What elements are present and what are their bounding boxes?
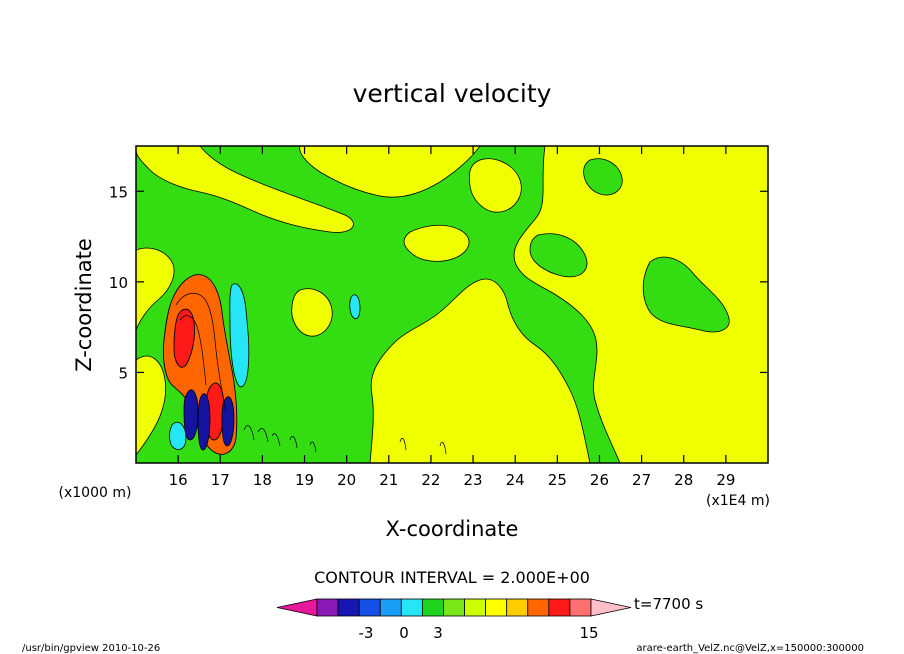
negative-core-1 xyxy=(183,389,199,441)
x-tick-label: 21 xyxy=(379,471,398,489)
time-label: t=7700 s xyxy=(634,595,703,613)
x-tick-label: 29 xyxy=(716,471,735,489)
contour-4 xyxy=(289,436,447,455)
green-holes xyxy=(529,158,730,333)
colorbar-swatch xyxy=(379,598,402,617)
x-axis: 16 17 18 19 20 21 22 23 24 25 26 27 28 29 xyxy=(169,146,735,489)
region-left-low xyxy=(136,355,167,456)
strong-updraft-core xyxy=(162,274,238,455)
weak-updraft-regions xyxy=(136,146,768,463)
colorbar-min-triangle xyxy=(276,598,318,617)
hole-right-top xyxy=(583,158,623,196)
colorbar-swatch xyxy=(485,598,508,617)
x-tick-label: 17 xyxy=(211,471,230,489)
colorbar-label: -3 xyxy=(359,624,374,642)
plot-area xyxy=(136,146,768,463)
colorbar-label: 3 xyxy=(433,624,443,642)
negative-core-2 xyxy=(197,393,211,451)
x-axis-label: X-coordinate xyxy=(386,517,519,541)
contour-3 xyxy=(243,425,281,447)
x-tick-label: 22 xyxy=(421,471,440,489)
colorbar-swatch xyxy=(569,598,592,617)
x-tick-label: 18 xyxy=(253,471,272,489)
colorbar-swatch xyxy=(548,598,571,617)
y-unit-note: (x1000 m) xyxy=(59,485,132,501)
y-axis-label: Z-coordinate xyxy=(72,238,96,372)
x-tick-label: 23 xyxy=(464,471,483,489)
colorbar-swatch xyxy=(527,598,550,617)
footer-right: arare-earth_VelZ.nc@VelZ,x=150000:300000 xyxy=(636,643,864,654)
chart-title: vertical velocity xyxy=(353,79,552,108)
x-tick-label: 26 xyxy=(590,471,609,489)
colorbar-swatch xyxy=(464,598,487,617)
x-unit-note: (x1E4 m) xyxy=(706,493,770,509)
core-inner-left xyxy=(173,308,195,368)
hole-right-upper xyxy=(642,256,730,333)
x-tick-label: 25 xyxy=(548,471,567,489)
x-tick-label: 27 xyxy=(632,471,651,489)
region-right-large xyxy=(513,146,768,463)
colorbar-swatch xyxy=(400,598,423,617)
x-tick-label: 19 xyxy=(295,471,314,489)
x-tick-label: 28 xyxy=(674,471,693,489)
cyan-region-upper xyxy=(229,283,250,388)
y-axis: 5 10 15 xyxy=(109,183,768,382)
colorbar-swatch xyxy=(443,598,465,617)
hole-right-left xyxy=(529,233,588,278)
colorbar-labels: -3 0 3 15 xyxy=(359,624,599,642)
colorbar-swatch xyxy=(316,598,339,617)
region-left-mid xyxy=(136,247,175,331)
footer-left: /usr/bin/gpview 2010-10-26 xyxy=(22,643,160,654)
contour-lines xyxy=(175,292,447,455)
x-tick-label: 20 xyxy=(337,471,356,489)
colorbar-swatch xyxy=(337,598,360,617)
region-upper-middle xyxy=(403,224,470,262)
y-tick-label: 5 xyxy=(118,364,128,382)
downdraft-regions xyxy=(169,283,361,451)
region-mid-center xyxy=(291,288,333,337)
colorbar-swatch xyxy=(421,598,444,617)
contour-2 xyxy=(179,315,207,386)
colorbar-label: 0 xyxy=(399,624,409,642)
colorbar-max-triangle xyxy=(590,598,632,617)
region-top-center xyxy=(299,146,481,198)
cyan-small-upper xyxy=(349,294,361,320)
region-upper-right-center xyxy=(468,158,522,213)
x-tick-label: 16 xyxy=(169,471,188,489)
colorbar-label: 15 xyxy=(579,624,598,642)
cyan-region-lower xyxy=(169,421,187,450)
contour-1 xyxy=(175,292,227,413)
region-top-left-band xyxy=(136,146,354,233)
y-tick-label: 10 xyxy=(109,274,128,292)
plot-frame xyxy=(135,145,769,464)
y-tick-label: 15 xyxy=(109,183,128,201)
negative-core-3 xyxy=(221,396,235,447)
colorbar-swatch xyxy=(506,598,529,617)
colorbar-swatch xyxy=(358,598,381,617)
colorbar xyxy=(276,598,632,617)
x-tick-label: 24 xyxy=(506,471,525,489)
region-bottom-center xyxy=(369,278,591,463)
contour-interval-label: CONTOUR INTERVAL = 2.000E+00 xyxy=(314,568,590,587)
